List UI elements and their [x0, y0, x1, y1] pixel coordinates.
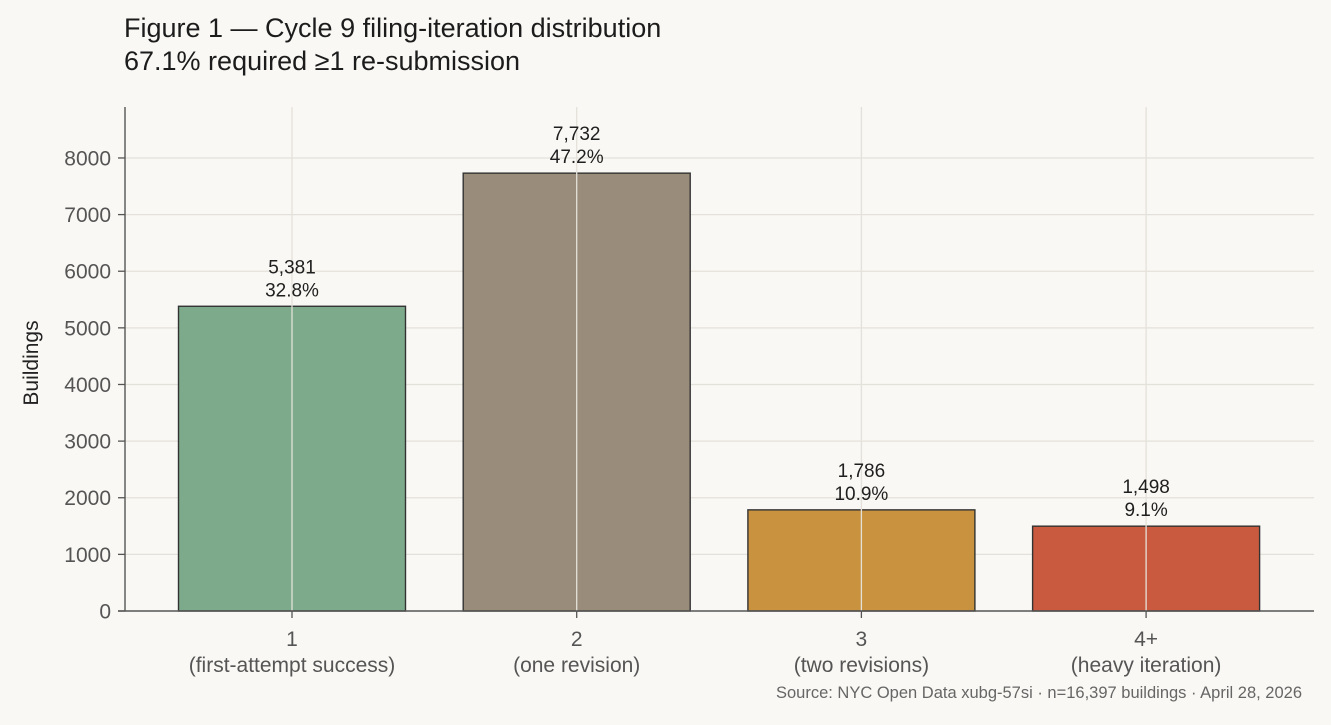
bar-value-label: 1,498: [1122, 477, 1170, 498]
x-tick-sublabel: (two revisions): [794, 654, 929, 677]
y-tick-label: 6000: [64, 261, 111, 284]
x-tick-label: 2: [571, 628, 583, 651]
chart-title: Figure 1 — Cycle 9 filing-iteration dist…: [124, 13, 662, 43]
y-tick-label: 5000: [64, 317, 111, 340]
x-tick-label: 3: [856, 628, 868, 651]
bar-percent-label: 47.2%: [550, 147, 604, 168]
x-tick-sublabel: (first-attempt success): [189, 654, 396, 677]
x-tick-sublabel: (one revision): [513, 654, 640, 677]
y-tick-label: 4000: [64, 374, 111, 397]
y-tick-label: 3000: [64, 431, 111, 454]
x-tick-sublabel: (heavy iteration): [1071, 654, 1222, 677]
axes: 0 1000 2000 3000 4000 5000 6000 7000 8000 1 (first…: [64, 107, 1314, 677]
chart-subtitle: 67.1% required ≥1 re-submission: [124, 46, 521, 76]
y-tick-label: 8000: [64, 147, 111, 170]
bar-percent-label: 32.8%: [265, 280, 319, 301]
chart-title-block: Figure 1 — Cycle 9 filing-iteration dist…: [124, 12, 661, 78]
y-tick-label: 1000: [64, 544, 111, 567]
vertical-grid-lines: [291, 107, 1147, 611]
source-note: Source: NYC Open Data xubg-57si · n=16,3…: [775, 684, 1302, 702]
bars: [177, 172, 1261, 612]
bar-value-label: 1,786: [838, 461, 886, 482]
bar-value-label: 5,381: [268, 257, 316, 278]
x-tick-label: 1: [286, 628, 298, 651]
y-tick-label: 7000: [64, 204, 111, 227]
y-tick-label: 2000: [64, 487, 111, 510]
y-axis-title: Buildings: [20, 320, 43, 405]
bar-percent-label: 9.1%: [1124, 500, 1167, 521]
bar-value-label: 7,732: [553, 124, 601, 145]
x-tick-label: 4+: [1134, 628, 1158, 651]
y-tick-label: 0: [99, 601, 111, 624]
bar-percent-label: 10.9%: [834, 484, 888, 505]
